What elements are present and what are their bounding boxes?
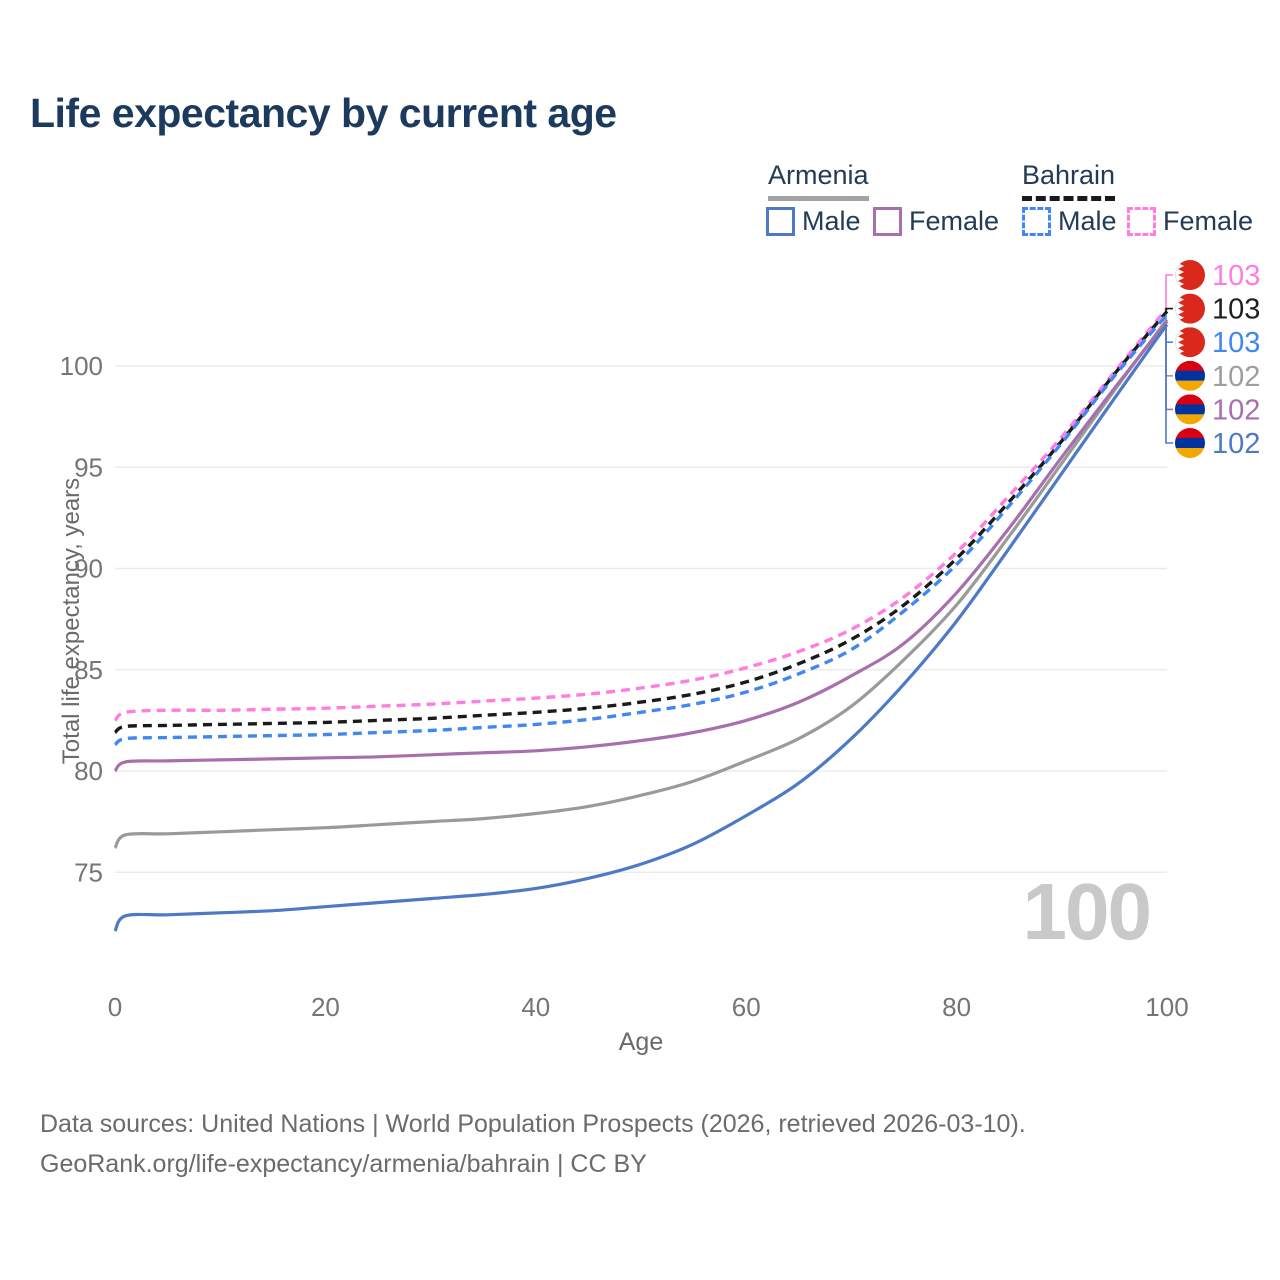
leader-line-armenia-female: [1165, 321, 1173, 411]
armenia-female-swatch-icon: [873, 207, 902, 236]
x-tick-80: 80: [942, 992, 971, 1022]
armenia-flag-icon: [1175, 360, 1205, 391]
bahrain-flag-icon: [1175, 327, 1205, 358]
legend-item-bahrain-female[interactable]: Female: [1127, 206, 1253, 237]
series-line-bahrain-total: [113, 310, 1169, 734]
y-tick-75: 75: [74, 857, 103, 887]
series-line-bahrain-female: [113, 307, 1169, 722]
legend-label: Female: [1163, 206, 1254, 236]
attribution-link-text: GeoRank.org/life-expectancy/armenia/bahr…: [40, 1150, 647, 1178]
leader-line-bahrain-male: [1165, 314, 1173, 343]
legend-heading-armenia: Armenia: [768, 160, 869, 201]
legend-heading-bahrain: Bahrain: [1022, 160, 1116, 201]
series-line-armenia-total: [113, 318, 1169, 849]
y-tick-100: 100: [60, 351, 103, 381]
bahrain-flag-icon: [1175, 293, 1205, 324]
series-line-bahrain-male: [113, 313, 1169, 747]
series-line-armenia-female: [113, 320, 1169, 773]
end-label-bahrain-female: 103: [1212, 260, 1260, 292]
end-label-armenia-total: 102: [1212, 361, 1260, 393]
x-tick-60: 60: [732, 992, 761, 1022]
bahrain-flag-icon: [1175, 260, 1205, 290]
leader-line-armenia-male: [1165, 324, 1173, 444]
legend-label: Male: [802, 206, 861, 236]
leader-line-bahrain-total: [1165, 307, 1173, 312]
x-tick-20: 20: [311, 992, 340, 1022]
leader-line-armenia-total: [1165, 319, 1173, 377]
page-title: Life expectancy by current age: [30, 90, 617, 136]
legend-label: Female: [909, 206, 1000, 236]
legend-item-armenia-male[interactable]: Male: [766, 206, 861, 237]
bahrain-female-swatch-icon: [1127, 207, 1156, 236]
end-label-bahrain-male: 103: [1212, 327, 1260, 359]
age-counter-watermark: 100: [1022, 867, 1152, 956]
x-tick-100: 100: [1145, 992, 1188, 1022]
armenia-flag-icon: [1175, 394, 1205, 425]
armenia-flag-icon: [1175, 428, 1205, 458]
legend-label: Male: [1058, 206, 1117, 236]
leader-line-bahrain-female: [1165, 274, 1173, 309]
end-label-armenia-male: 102: [1212, 428, 1260, 460]
end-label-bahrain-total: 103: [1212, 294, 1260, 326]
x-tick-40: 40: [521, 992, 550, 1022]
data-sources-text: Data sources: United Nations | World Pop…: [40, 1110, 1026, 1138]
legend-item-armenia-female[interactable]: Female: [873, 206, 999, 237]
end-label-armenia-female: 102: [1212, 394, 1260, 426]
y-axis-title: Total life expectancy, years: [58, 477, 85, 765]
x-axis-title: Age: [618, 1028, 664, 1056]
armenia-male-swatch-icon: [766, 207, 795, 236]
series-line-armenia-male: [113, 323, 1169, 932]
x-tick-0: 0: [108, 992, 122, 1022]
legend-item-bahrain-male[interactable]: Male: [1022, 206, 1117, 237]
bahrain-male-swatch-icon: [1022, 207, 1051, 236]
